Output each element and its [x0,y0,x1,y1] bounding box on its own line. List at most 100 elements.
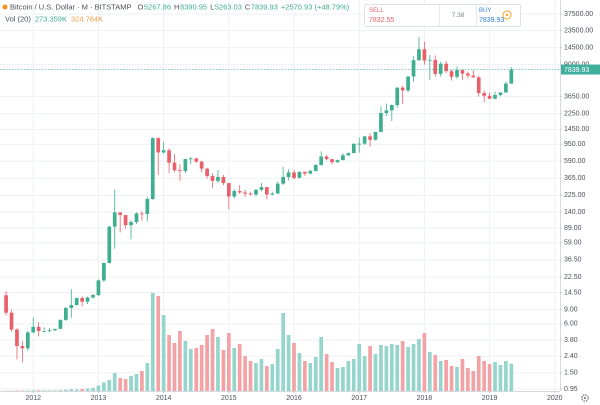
volume-bar [346,361,351,391]
y-tick-label: 140.00 [564,209,586,216]
candle-body [96,280,101,296]
volume-bar [319,337,324,391]
volume-bar [216,337,220,391]
volume-bar [102,382,106,391]
volume-bar [232,348,237,391]
volume-bar [275,349,280,391]
volume-bar [389,344,394,391]
trade-widget[interactable]: SELL 7832.55 7.38 BUY 7839.93 [364,4,521,27]
volume-bar [427,352,432,391]
candle-body [265,187,269,195]
candle-body [319,156,324,165]
volume-value: 273.359K [35,14,67,23]
ohlc-letter: H [174,2,179,11]
candle-body [178,170,182,172]
candle-body [226,183,231,197]
candle-body [308,170,313,174]
volume-bar [259,359,264,391]
volume-bar [134,374,139,391]
y-tick-label: 365.00 [564,175,586,182]
candle-body [85,297,90,302]
settings-icon[interactable] [581,394,589,402]
gear[interactable] [581,394,589,402]
volume-bar [384,346,389,391]
candle-body [199,161,204,169]
candle-body [384,110,389,113]
candle-body [156,138,161,153]
candle-body [498,92,503,96]
candle-body [140,213,144,215]
volume-bar [292,343,296,391]
volume-bar [118,378,123,391]
candle-body [297,171,302,178]
volume-bar [368,346,372,391]
candle-body [341,155,345,161]
volume-bar [487,364,492,391]
candle-body [281,177,285,184]
volume-bar [172,343,177,391]
candle-body [216,176,220,181]
candle-body [145,199,150,214]
candle-body [259,187,264,190]
volume-layer [4,293,514,391]
candle-body [31,326,36,333]
trade-icon[interactable] [502,10,512,20]
candle-body [379,112,383,132]
volume-title: Vol (20) [5,14,31,23]
volume-bar [248,361,253,391]
volume-bar [47,390,52,391]
volume-bar [270,364,275,391]
y-tick-label: 1.50 [564,370,578,377]
volume-bar [476,356,481,391]
volume-bar [80,389,84,391]
candle-body [427,59,432,61]
sell-price: 7832.55 [369,17,394,24]
volume-bar [482,361,487,391]
y-tick-label: 59.00 [564,240,582,247]
sell-button[interactable] [365,5,439,26]
candle-body [36,326,41,331]
symbol-title: Bitcoin / U.S. Dollar · M · BITSTAMP [10,2,132,11]
candle-body [9,312,14,330]
candle-body [444,63,448,72]
volume-bar [330,362,334,391]
volume-bar [221,350,226,391]
x-tick-label: 2013 [91,395,107,402]
y-tick-label: 2250.00 [564,111,589,118]
volume-bar [335,368,340,391]
candle-body [324,156,329,160]
candle-body [493,95,497,99]
volume-bar [297,353,302,391]
candle-body [286,172,291,178]
candle-body [487,95,492,99]
candle-body [161,150,166,153]
candle-body [411,60,416,77]
x-tick-label: 2015 [221,395,237,402]
volume-bar [63,389,68,391]
y-tick-label: 0.95 [564,386,578,393]
volume-bar [237,344,242,391]
candle-body [455,70,459,77]
volume-bar [140,371,144,391]
volume-bar [123,379,128,391]
volume-bar [145,363,150,391]
volume-bar [199,345,204,391]
volume-bar [194,348,199,391]
volume-bar [286,335,291,391]
volume-bar [449,366,454,391]
candle-body [395,87,400,106]
candle-body [351,143,356,154]
candle-body [400,87,405,91]
volume-bar [243,356,247,391]
volume-bar [411,344,416,391]
candle-body [254,189,258,195]
y-tick-label: 3650.00 [564,93,589,100]
y-tick-label: 3.80 [564,337,578,344]
candle-body [15,329,19,347]
volume-bar [96,385,101,391]
candle-body [248,193,253,195]
volume-bar [150,293,155,391]
y-tick-label: 37500.00 [564,11,593,18]
volume-bar [455,367,459,391]
